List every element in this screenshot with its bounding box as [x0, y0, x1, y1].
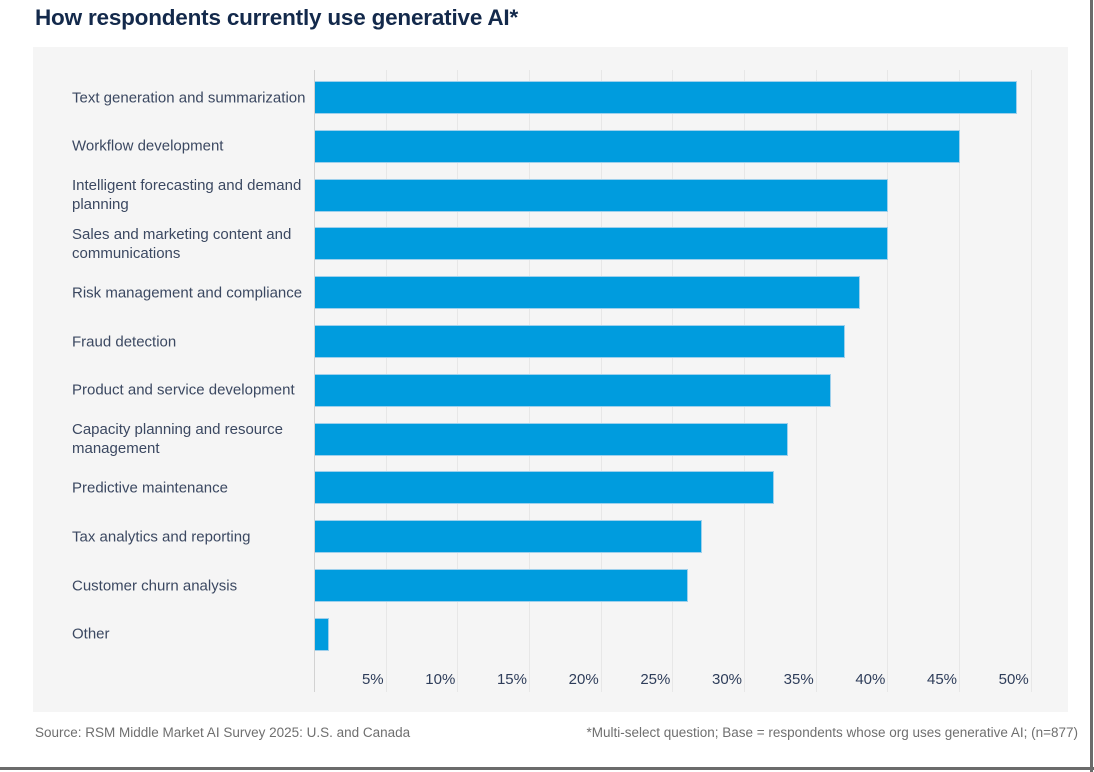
gridline-40: [887, 70, 889, 692]
category-label: Text generation and summarization: [72, 89, 306, 106]
bar: [315, 471, 774, 505]
category-label: Capacity planning and resource managemen…: [72, 421, 283, 458]
category-label: Tax analytics and reporting: [72, 528, 251, 546]
x-tick-label: 25%: [640, 671, 671, 688]
bar: [315, 569, 688, 602]
category-label: Workflow development: [72, 137, 224, 155]
category-label: Other: [72, 625, 110, 643]
bar: [315, 178, 889, 212]
category-label: Risk management and compliance: [72, 284, 303, 302]
bar: [315, 81, 1018, 114]
category-label: Product and service development: [72, 381, 295, 399]
gridline-50: [1030, 70, 1032, 692]
bar: [315, 520, 703, 554]
page-border-right: [1090, 0, 1093, 772]
x-tick-label: 45%: [926, 671, 958, 688]
x-tick-label: 50%: [998, 671, 1029, 688]
x-tick-label: 35%: [783, 671, 814, 688]
gridline-45: [959, 70, 961, 692]
bar: [315, 422, 789, 456]
page-border-bottom: [0, 767, 1094, 770]
y-axis-line: [314, 70, 315, 692]
x-tick-label: 5%: [361, 671, 384, 688]
bar: [315, 129, 961, 163]
bar: [315, 373, 832, 407]
bar: [315, 276, 860, 310]
category-label: Sales and marketing content and communic…: [72, 225, 292, 262]
bar: [315, 227, 889, 261]
x-tick-label: 20%: [568, 671, 599, 688]
category-label: Customer churn analysis: [72, 577, 238, 594]
page-title: How respondents currently use generative…: [35, 5, 519, 30]
x-tick-label: 15%: [496, 671, 527, 688]
bar-chart: Text generation and summarization Workflo…: [33, 47, 1068, 712]
category-label: Fraud detection: [72, 333, 177, 350]
bar: [315, 617, 330, 651]
bar: [315, 325, 846, 358]
x-tick-label: 10%: [425, 671, 456, 688]
chart-source-text: Source: RSM Middle Market AI Survey 2025…: [35, 725, 411, 740]
category-label: Intelligent forecasting and demand plann…: [72, 177, 302, 214]
chart-footnote-text: *Multi-select question; Base = responden…: [586, 725, 1078, 740]
x-tick-label: 30%: [711, 671, 743, 688]
x-tick-label: 40%: [855, 671, 886, 688]
category-label: Predictive maintenance: [72, 479, 228, 497]
